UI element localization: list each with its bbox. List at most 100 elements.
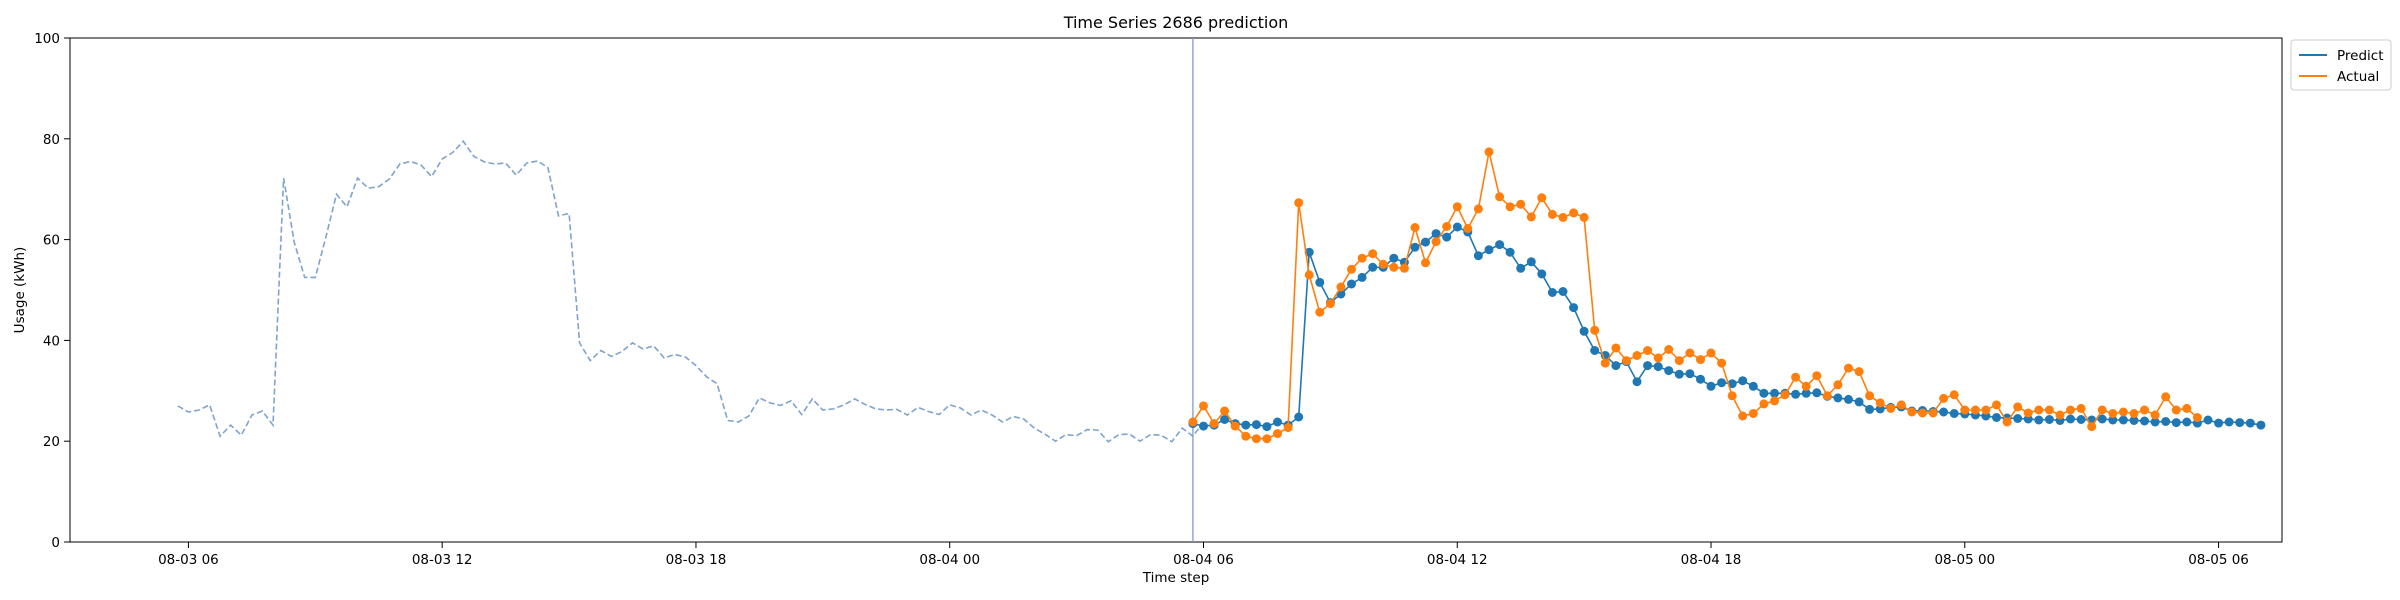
x-tick-label: 08-03 06 <box>158 552 219 568</box>
history-line <box>177 140 1205 443</box>
predict-point <box>1664 366 1674 376</box>
actual-point <box>1844 363 1853 373</box>
predict-point <box>1505 247 1515 257</box>
actual-series <box>1188 147 2202 444</box>
x-axis: 08-03 06 08-03 12 08-03 18 08-04 00 08-04 06… <box>158 542 2249 568</box>
actual-point <box>1442 222 1452 231</box>
actual-point <box>1526 212 1536 222</box>
actual-point <box>1473 204 1483 214</box>
predict-point <box>2235 418 2245 428</box>
y-tick-label: 60 <box>43 233 60 249</box>
predict-point <box>2118 415 2128 425</box>
legend-box <box>2290 39 2392 91</box>
predict-point <box>1949 409 1959 418</box>
predict-point <box>1452 222 1462 232</box>
actual-point <box>2055 410 2065 420</box>
actual-point <box>1696 355 1705 365</box>
actual-point <box>1336 282 1346 292</box>
predict-point <box>1770 388 1779 398</box>
predict-point <box>1738 376 1748 386</box>
predict-point <box>1579 326 1589 336</box>
x-tick-label: 08-04 12 <box>1427 552 1488 568</box>
actual-point <box>1791 372 1801 382</box>
x-tick-label: 08-04 00 <box>919 552 980 568</box>
actual-point <box>2087 422 2097 432</box>
predict-point <box>1812 388 1822 398</box>
y-axis: 0 20 40 60 80 100 <box>34 31 70 551</box>
predict-point <box>2140 416 2149 426</box>
actual-point <box>1357 253 1367 263</box>
predict-point <box>1844 394 1853 404</box>
predict-point <box>1220 415 1230 424</box>
actual-point <box>1304 270 1314 280</box>
chart-title: Time Series 2686 prediction <box>1063 13 1289 32</box>
actual-point <box>1347 264 1356 274</box>
predict-point <box>1273 417 1282 427</box>
actual-point <box>1949 390 1959 400</box>
actual-point <box>1537 193 1547 203</box>
x-tick-label: 08-04 06 <box>1173 552 1234 568</box>
predict-point <box>1431 229 1441 239</box>
actual-point <box>1579 212 1589 222</box>
actual-point <box>2171 405 2181 415</box>
actual-point <box>1812 371 1822 381</box>
actual-point <box>1664 345 1674 354</box>
predict-point <box>1685 369 1695 379</box>
actual-point <box>1452 202 1462 212</box>
actual-point <box>1600 358 1610 368</box>
y-tick-label: 80 <box>43 132 60 148</box>
predict-point <box>1547 288 1557 297</box>
predict-point <box>1939 407 1949 417</box>
actual-point <box>1410 223 1420 232</box>
predict-point <box>2013 414 2023 423</box>
actual-point <box>1970 405 1980 415</box>
predict-point <box>2171 418 2181 428</box>
actual-point <box>1822 391 1832 401</box>
predict-point <box>1801 388 1811 398</box>
actual-point <box>1283 423 1293 433</box>
actual-point <box>1896 400 1906 410</box>
actual-point <box>1738 411 1748 421</box>
actual-point <box>1621 356 1631 366</box>
predict-point <box>1484 245 1494 255</box>
predict-point <box>2129 416 2139 425</box>
actual-point <box>2161 392 2171 402</box>
predict-point <box>1748 381 1758 391</box>
predict-point <box>2108 415 2118 425</box>
actual-point <box>1886 403 1896 413</box>
predict-point <box>1833 393 1843 403</box>
predict-point <box>1706 381 1716 391</box>
actual-point <box>1230 421 1240 431</box>
predict-series <box>1188 222 2266 432</box>
predict-point <box>1696 374 1705 384</box>
predict-point <box>1347 279 1356 289</box>
predict-point <box>2224 417 2234 427</box>
predict-point <box>1410 242 1420 252</box>
y-tick-label: 100 <box>34 31 60 47</box>
actual-point <box>1960 405 1970 415</box>
predict-point <box>2161 417 2171 426</box>
predict-point <box>1442 232 1452 242</box>
actual-point <box>2140 405 2149 415</box>
y-tick-label: 0 <box>51 535 60 551</box>
actual-point <box>1569 208 1579 218</box>
actual-point <box>1992 400 2001 410</box>
legend-label-actual: Actual <box>2337 69 2379 85</box>
actual-point <box>1463 224 1473 233</box>
actual-point <box>1547 209 1557 219</box>
actual-point <box>1611 343 1621 353</box>
y-tick-label: 40 <box>43 333 60 349</box>
actual-point <box>1685 348 1695 358</box>
predict-point <box>1251 420 1261 430</box>
actual-point <box>1325 299 1335 309</box>
actual-point <box>1981 405 1991 415</box>
predict-point <box>1516 263 1526 273</box>
actual-point <box>2118 407 2128 417</box>
actual-point <box>2192 413 2202 422</box>
predict-point <box>1526 257 1536 267</box>
actual-point <box>1590 325 1600 335</box>
actual-point <box>2013 402 2023 412</box>
actual-point <box>1558 212 1568 222</box>
plot-border <box>69 37 2283 543</box>
